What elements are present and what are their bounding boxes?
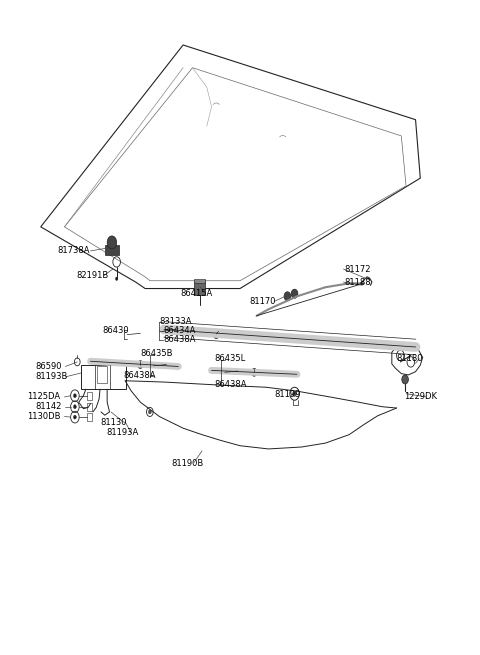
Circle shape — [252, 368, 257, 376]
Circle shape — [107, 236, 117, 249]
Bar — [87, 413, 93, 421]
Text: 86435L: 86435L — [214, 354, 245, 363]
Circle shape — [293, 391, 297, 396]
Text: 83133A: 83133A — [159, 316, 192, 326]
Text: 81142: 81142 — [35, 402, 61, 411]
Text: 86434A: 86434A — [163, 326, 195, 335]
Text: 81170: 81170 — [250, 297, 276, 306]
Circle shape — [284, 291, 291, 301]
Text: 86430: 86430 — [102, 326, 129, 335]
Bar — [194, 280, 205, 284]
Circle shape — [73, 415, 76, 419]
Bar — [87, 403, 93, 411]
Text: 81199: 81199 — [274, 390, 300, 399]
Text: 81190B: 81190B — [171, 459, 204, 468]
Text: 81193A: 81193A — [106, 428, 138, 437]
Circle shape — [291, 290, 298, 298]
Bar — [81, 365, 126, 389]
Circle shape — [213, 329, 219, 339]
Text: 86435B: 86435B — [140, 349, 173, 358]
Circle shape — [115, 277, 118, 281]
Circle shape — [73, 405, 76, 409]
Bar — [194, 281, 205, 295]
Text: 81738A: 81738A — [57, 246, 90, 255]
Bar — [87, 392, 93, 400]
Circle shape — [148, 410, 151, 414]
Bar — [96, 366, 107, 383]
Text: 81193B: 81193B — [35, 372, 67, 381]
Text: 81172: 81172 — [344, 265, 371, 274]
Text: 86438A: 86438A — [214, 380, 246, 389]
Text: 82191B: 82191B — [76, 271, 108, 280]
Text: 86438A: 86438A — [163, 335, 196, 344]
Bar — [105, 245, 119, 255]
Circle shape — [137, 361, 143, 368]
Text: 81180: 81180 — [396, 354, 423, 363]
Circle shape — [402, 375, 408, 384]
Text: 86590: 86590 — [35, 362, 61, 371]
Text: 86415A: 86415A — [180, 289, 213, 297]
Text: 1229DK: 1229DK — [404, 392, 437, 402]
Text: 1130DB: 1130DB — [27, 412, 61, 421]
Circle shape — [73, 394, 76, 398]
Text: 81130: 81130 — [100, 419, 127, 428]
Text: 86438A: 86438A — [124, 371, 156, 380]
Text: 81188: 81188 — [344, 278, 371, 286]
Text: 1125DA: 1125DA — [27, 392, 60, 402]
